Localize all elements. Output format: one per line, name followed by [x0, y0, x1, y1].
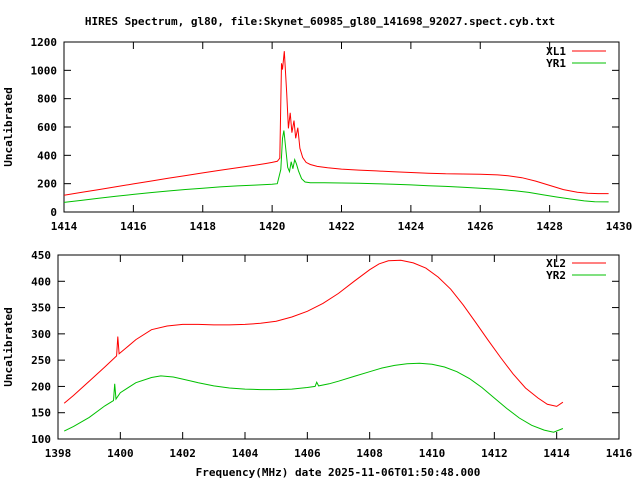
x-tick-label: 1424: [398, 220, 425, 233]
y-tick-label: 350: [31, 302, 51, 315]
x-tick-label: 1428: [536, 220, 563, 233]
legend-label-yr2: YR2: [546, 269, 566, 282]
bottom-panel: 1398 1400 1402 1404 1406 1408 1410 1412 1414 1416…: [31, 249, 632, 460]
x-tick-label: 1402: [169, 447, 196, 460]
yr1-series-line: [63, 130, 609, 203]
y-tick-label: 300: [31, 328, 51, 341]
y-tick-label: 1000: [31, 64, 58, 77]
x-tick-label: 1420: [259, 220, 286, 233]
y-tick-label: 600: [37, 121, 57, 134]
x-tick-label: 1414: [51, 220, 78, 233]
y-axis-label-bottom: Uncalibrated: [2, 307, 15, 386]
x-tick-label: 1426: [467, 220, 494, 233]
legend-label-xl2: XL2: [546, 257, 566, 270]
yr2-series-line: [63, 362, 564, 433]
plot-border: [63, 41, 620, 213]
xl1-series-line: [63, 51, 609, 196]
y-tick-label: 800: [37, 93, 57, 106]
y-tick-label: 250: [31, 354, 51, 367]
x-tick-label: 1410: [419, 447, 446, 460]
y-tick-label: 150: [31, 407, 51, 420]
x-tick-label: 1416: [120, 220, 147, 233]
y-tick-label: 450: [31, 249, 51, 262]
xl2-series-line: [63, 259, 564, 407]
y-axis-label-top: Uncalibrated: [2, 87, 15, 166]
x-tick-label: 1422: [328, 220, 355, 233]
x-tick-label: 1412: [481, 447, 508, 460]
x-tick-label: 1406: [294, 447, 321, 460]
x-tick-label: 1400: [107, 447, 134, 460]
legend-label-xl1: XL1: [546, 45, 566, 58]
legend-label-yr1: YR1: [546, 57, 566, 70]
y-tick-label: 1200: [31, 36, 58, 49]
x-tick-label: 1398: [45, 447, 72, 460]
x-tick-label: 1430: [606, 220, 633, 233]
y-tick-label: 100: [31, 433, 51, 446]
y-tick-label: 200: [31, 380, 51, 393]
x-tick-label: 1418: [190, 220, 217, 233]
top-panel: 1414 1416 1418 1420 1422 1424 1426 1428 1430 0 200…: [31, 36, 633, 233]
y-tick-label: 400: [37, 149, 57, 162]
x-axis-label: Frequency(MHz) date 2025-11-06T01:50:48.…: [196, 466, 481, 479]
y-tick-label: 200: [37, 178, 57, 191]
plot-border: [57, 254, 620, 440]
x-tick-label: 1416: [606, 447, 633, 460]
y-tick-label: 0: [50, 206, 57, 219]
x-tick-label: 1414: [543, 447, 570, 460]
y-tick-label: 400: [31, 275, 51, 288]
x-tick-label: 1408: [356, 447, 383, 460]
chart-title: HIRES Spectrum, gl80, file:Skynet_60985_…: [85, 15, 555, 28]
x-tick-label: 1404: [232, 447, 259, 460]
